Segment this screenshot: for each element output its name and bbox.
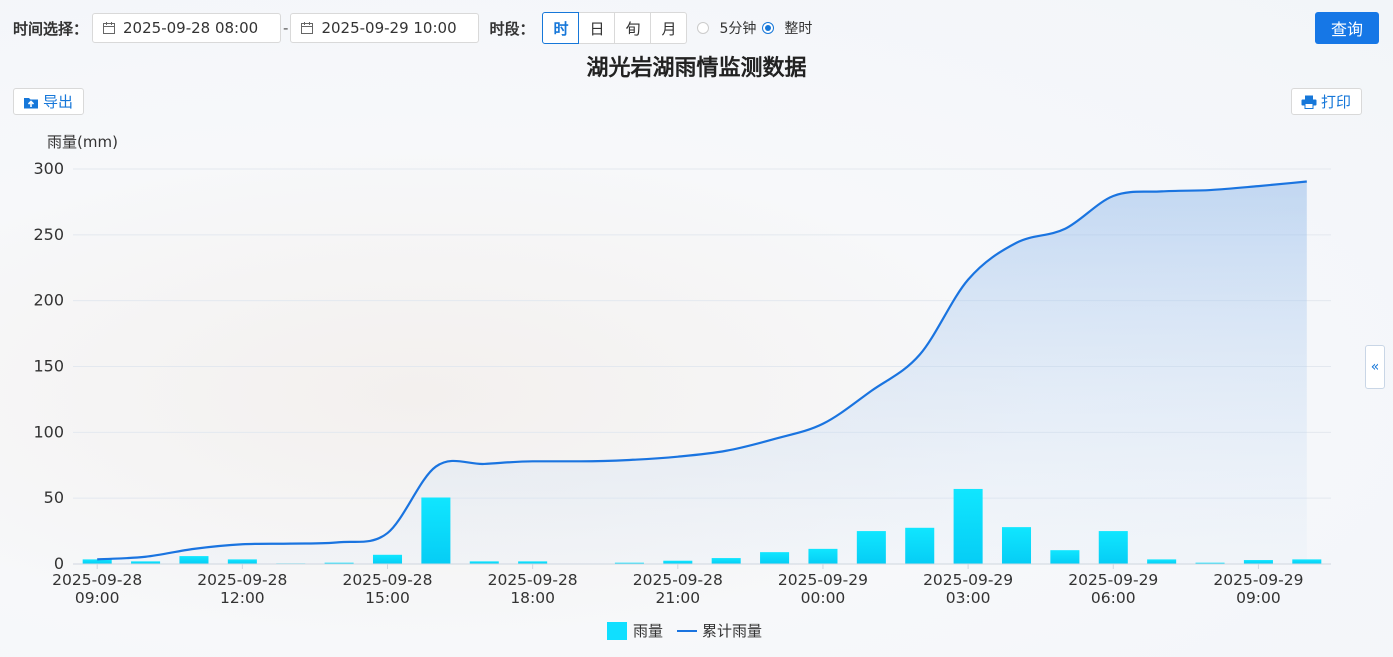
x-tick-time: 12:00: [220, 589, 265, 607]
cumulative-area: [97, 181, 1307, 564]
period-day-button[interactable]: 日: [578, 12, 616, 44]
rainfall-bar[interactable]: [614, 562, 644, 564]
legend-cumulative-label[interactable]: 累计雨量: [702, 622, 763, 640]
end-date-value: 2025-09-29 10:00: [321, 19, 457, 37]
x-tick-date: 2025-09-28: [633, 571, 723, 589]
period-dekad-button[interactable]: 旬: [614, 12, 652, 44]
query-button[interactable]: 查询: [1315, 12, 1379, 44]
rainfall-bar[interactable]: [324, 562, 354, 564]
rainfall-bar[interactable]: [1243, 560, 1273, 564]
x-tick-time: 00:00: [801, 589, 846, 607]
calendar-icon: [103, 22, 116, 34]
y-tick-label: 300: [33, 159, 64, 178]
radio-5min[interactable]: 5分钟: [697, 18, 756, 38]
y-tick-label: 200: [33, 291, 64, 310]
x-tick-time: 03:00: [946, 589, 991, 607]
rainfall-bar[interactable]: [1147, 559, 1177, 564]
legend-rainfall-swatch[interactable]: [607, 621, 627, 640]
period-month-button[interactable]: 月: [650, 12, 688, 44]
date-separator: -: [283, 19, 289, 37]
period-segment: 时 日 旬 月: [542, 12, 688, 44]
x-tick-date: 2025-09-29: [923, 571, 1013, 589]
toolbar: 时间选择： 2025-09-28 08:00 - 2025-09-29 10:0…: [13, 12, 812, 44]
rainfall-bar[interactable]: [372, 554, 403, 564]
rainfall-bar[interactable]: [905, 527, 935, 564]
rainfall-bar[interactable]: [1292, 559, 1322, 564]
y-axis-ticks: 0 50 100 150 200 250 300: [33, 159, 64, 573]
print-button[interactable]: 打印: [1291, 88, 1363, 115]
rainfall-bar[interactable]: [227, 559, 257, 564]
radio-hour-dot[interactable]: [762, 22, 775, 34]
start-date-value: 2025-09-28 08:00: [123, 19, 259, 37]
y-tick-label: 0: [54, 554, 64, 573]
period-label: 时段：: [489, 19, 535, 38]
radio-hour[interactable]: 整时: [762, 18, 812, 38]
y-tick-label: 150: [33, 357, 64, 376]
side-panel-toggle[interactable]: «: [1365, 345, 1385, 389]
x-tick-time: 09:00: [1236, 589, 1281, 607]
rainfall-bar[interactable]: [469, 561, 499, 564]
y-tick-label: 50: [44, 488, 64, 507]
x-tick-date: 2025-09-28: [197, 571, 287, 589]
printer-icon: [1301, 95, 1317, 109]
x-tick-date: 2025-09-29: [778, 571, 868, 589]
x-tick-time: 06:00: [1091, 589, 1136, 607]
rainfall-bar[interactable]: [760, 552, 790, 564]
period-hour-button[interactable]: 时: [542, 12, 580, 44]
y-axis-title: 雨量(mm): [47, 133, 118, 151]
rainfall-bar[interactable]: [808, 548, 838, 564]
x-tick-date: 2025-09-29: [1068, 571, 1158, 589]
export-label: 导出: [43, 93, 74, 111]
rainfall-bar[interactable]: [711, 558, 741, 564]
legend-rainfall-label[interactable]: 雨量: [633, 622, 664, 640]
rainfall-bar[interactable]: [82, 559, 112, 564]
rainfall-bar[interactable]: [1098, 531, 1128, 564]
rainfall-bar[interactable]: [1195, 562, 1225, 564]
calendar-icon: [301, 22, 314, 34]
x-tick-time: 15:00: [365, 589, 410, 607]
rainfall-bar[interactable]: [421, 497, 451, 564]
rainfall-bar[interactable]: [953, 488, 983, 564]
x-tick-date: 2025-09-28: [488, 571, 578, 589]
cumulative-rainfall-line: [97, 180, 1307, 561]
x-tick-time: 18:00: [510, 589, 555, 607]
export-icon: [24, 97, 38, 108]
end-date-input[interactable]: 2025-09-29 10:00: [290, 13, 480, 43]
rainfall-bars: [82, 488, 1322, 564]
x-tick-date: 2025-09-28: [342, 571, 432, 589]
legend: 雨量 累计雨量: [607, 620, 762, 641]
y-tick-label: 250: [33, 225, 64, 244]
export-button[interactable]: 导出: [13, 88, 85, 115]
radio-5min-label: 5分钟: [719, 21, 757, 37]
rainfall-bar[interactable]: [1050, 550, 1080, 564]
rainfall-bar[interactable]: [179, 556, 209, 564]
rainfall-bar[interactable]: [131, 561, 161, 564]
rainfall-bar[interactable]: [663, 560, 693, 564]
x-tick-date: 2025-09-28: [52, 571, 142, 589]
x-tick-time: 09:00: [75, 589, 120, 607]
x-tick-time: 21:00: [655, 589, 700, 607]
rainfall-bar[interactable]: [518, 561, 548, 564]
print-label: 打印: [1321, 93, 1352, 111]
radio-5min-dot[interactable]: [697, 22, 710, 34]
start-date-input[interactable]: 2025-09-28 08:00: [92, 13, 282, 43]
x-tick-date: 2025-09-29: [1213, 571, 1303, 589]
page-title: 湖光岩湖雨情监测数据: [586, 56, 807, 81]
time-select-label: 时间选择：: [13, 19, 89, 38]
legend-cumulative-swatch[interactable]: [677, 629, 698, 632]
x-axis-ticks: 2025-09-2809:002025-09-2812:002025-09-28…: [52, 564, 1303, 607]
radio-hour-label: 整时: [784, 21, 813, 37]
rainfall-bar[interactable]: [1001, 527, 1032, 564]
y-tick-label: 100: [33, 422, 64, 441]
rainfall-bar[interactable]: [856, 531, 886, 564]
